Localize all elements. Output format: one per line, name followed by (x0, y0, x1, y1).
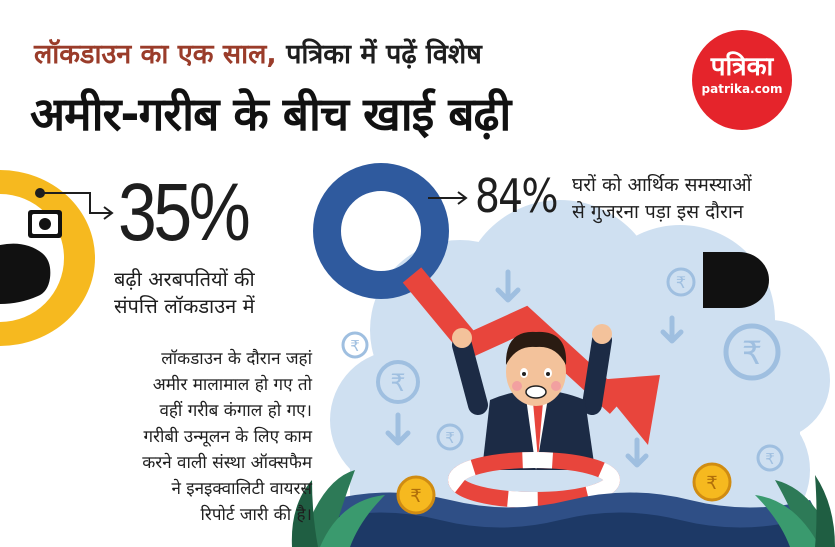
body-line: लॉकडाउन के दौरान जहां (161, 349, 312, 369)
rupee-coin-icon: ₹ (723, 323, 781, 381)
logo-name: पत्रिका (710, 52, 774, 82)
kicker: लॉकडाउन का एक साल, पत्रिका में पढ़ें विश… (34, 34, 482, 71)
logo-url: patrika.com (701, 82, 783, 96)
kicker-accent: लॉकडाउन का एक साल, (34, 39, 277, 70)
stat-35-caption-line: बढ़ी अरबपतियों की (114, 267, 255, 291)
rupee-coin-icon: ₹ (692, 462, 732, 502)
down-arrow-icon (660, 315, 684, 344)
pointer-arrow-35 (35, 188, 114, 220)
rupee-coin-icon: ₹ (756, 444, 784, 472)
body-line: अमीर मालामाल हो गए तो (152, 375, 312, 395)
rupee-coin-icon: ₹ (376, 360, 420, 404)
blue-ring (313, 163, 449, 299)
svg-text:₹: ₹ (410, 486, 421, 507)
stat-84-value: 84% (475, 169, 559, 223)
body-line: करने वाली संस्था ऑक्सफैम (142, 453, 312, 473)
worried-man (452, 324, 612, 470)
body-line: वहीं गरीब कंगाल हो गए। (159, 401, 312, 421)
falling-arrow (402, 267, 660, 445)
down-arrow-icon (625, 437, 649, 468)
stat-84-caption-line: घरों को आर्थिक समस्याओं (572, 174, 752, 196)
body-line: गरीबी उन्मूलन के लिए काम (143, 427, 312, 447)
headline: अमीर-गरीब के बीच खाई बढ़ी (30, 87, 511, 141)
lifebuoy (448, 452, 620, 508)
plant-right (755, 475, 835, 547)
patrika-logo: पत्रिका patrika.com (692, 30, 792, 130)
stat-84-caption-line: से गुजरना पड़ा इस दौरान (572, 201, 744, 223)
stat-35-caption: बढ़ी अरबपतियों की संपत्ति लॉकडाउन में (114, 266, 255, 320)
plant-left (291, 470, 385, 547)
svg-text:₹: ₹ (765, 450, 775, 468)
svg-text:₹: ₹ (706, 473, 717, 494)
body-paragraph: लॉकडाउन के दौरान जहां अमीर मालामाल हो गए… (22, 346, 312, 528)
stat-35-caption-line: संपत्ति लॉकडाउन में (114, 294, 255, 318)
rupee-coin-icon: ₹ (341, 331, 369, 359)
down-arrow-icon (495, 269, 521, 303)
money-in-hand-icon (0, 210, 62, 304)
svg-text:₹: ₹ (676, 273, 686, 292)
stat-84-caption: घरों को आर्थिक समस्याओं से गुजरना पड़ा इ… (572, 172, 752, 226)
pointer-arrow-84 (428, 191, 468, 205)
black-half-circle (703, 252, 769, 308)
down-arrow-icon (385, 412, 411, 446)
svg-text:₹: ₹ (742, 334, 762, 372)
svg-text:₹: ₹ (350, 337, 360, 355)
body-line: ने इनइक्वालिटी वायरस (171, 479, 312, 499)
rupee-coin-icon: ₹ (396, 475, 436, 515)
stat-35-value: 35% (118, 167, 251, 258)
rupee-coin-icon: ₹ (666, 267, 696, 297)
svg-text:₹: ₹ (445, 429, 455, 447)
kicker-rest: पत्रिका में पढ़ें विशेष (276, 39, 482, 70)
rupee-coin-icon: ₹ (436, 423, 464, 451)
svg-text:₹: ₹ (390, 369, 405, 397)
body-line: रिपोर्ट जारी की है। (200, 505, 313, 525)
